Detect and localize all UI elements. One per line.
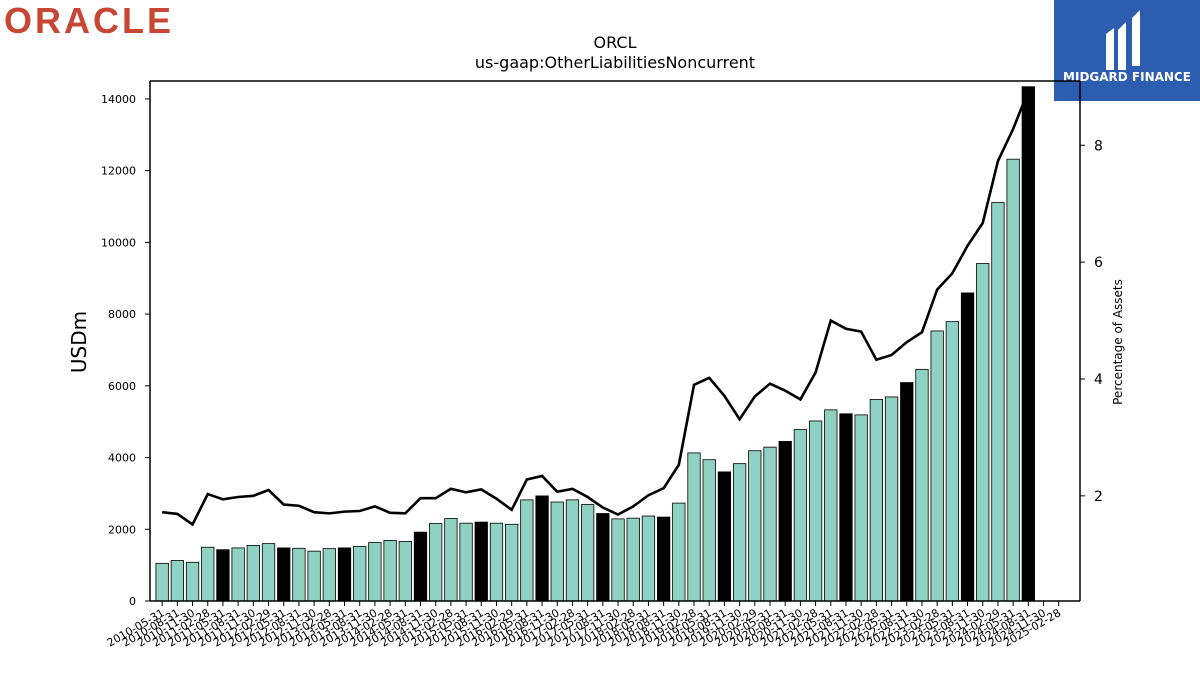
y2-axis-label: Percentage of Assets	[1111, 279, 1125, 405]
bar-2019-05-31	[702, 459, 716, 602]
y2-tick-label: 2	[1094, 489, 1103, 505]
bar-2013-11-30	[368, 542, 382, 602]
bar-2017-05-31	[581, 504, 595, 602]
logo-mark-icon	[1106, 10, 1140, 70]
bar-2010-05-31	[155, 562, 169, 602]
percentage-of-assets-line	[162, 90, 1030, 527]
midgard-logo-text: MIDGARD FINANCE	[1063, 70, 1191, 84]
bar-2022-05-31	[884, 396, 899, 602]
oracle-logo: ORACLE	[4, 2, 174, 38]
bar-2014-02-28	[383, 539, 397, 602]
bar-2020-05-31	[763, 446, 777, 602]
bar-2016-11-30	[550, 501, 564, 602]
bar-2023-05-31	[945, 321, 959, 602]
bar-2024-08-31	[1021, 86, 1035, 602]
bar-2015-05-31	[459, 522, 473, 602]
y-tick-label: 6000	[108, 380, 136, 393]
y-tick-label: 0	[129, 595, 136, 608]
chart-subtitle: us-gaap:OtherLiabilitiesNoncurrent	[474, 53, 756, 72]
bar-2019-02-28	[687, 452, 701, 602]
bar-2022-11-30	[915, 368, 929, 602]
bar-2021-08-31	[839, 413, 853, 602]
y-tick-label: 2000	[108, 523, 136, 536]
bar-2023-02-28	[930, 330, 944, 602]
bar-2022-02-28	[869, 399, 884, 602]
bar-2024-02-29	[991, 202, 1005, 602]
bar-2011-11-30	[246, 545, 260, 602]
bar-2018-02-28	[626, 517, 640, 602]
y-tick-label: 10000	[101, 236, 136, 249]
bar-2017-11-30	[611, 518, 625, 602]
bar-2015-08-31	[474, 521, 488, 602]
bar-2018-08-31	[657, 516, 671, 602]
y2-tick-label: 8	[1094, 138, 1103, 154]
bar-2016-02-29	[505, 523, 519, 602]
bar-2021-02-28	[808, 420, 823, 602]
oracle-logo-text: ORACLE	[4, 2, 174, 38]
bar-2011-08-31	[231, 547, 245, 602]
bar-2010-08-31	[170, 560, 184, 602]
y-tick-label: 4000	[108, 452, 136, 465]
bar-2014-11-30	[429, 523, 443, 602]
bar-2017-02-28	[565, 499, 580, 602]
bar-2011-05-31	[216, 549, 230, 602]
y2-tick-label: 6	[1094, 255, 1103, 271]
bar-2019-11-30	[732, 463, 747, 602]
bar-2011-02-28	[201, 546, 215, 602]
bar-2012-05-31	[277, 547, 291, 602]
bar-2016-08-31	[535, 495, 549, 602]
bar-2018-05-31	[641, 515, 656, 602]
bar-2013-08-31	[353, 546, 367, 602]
bar-2021-11-30	[854, 414, 868, 602]
bar-2017-08-31	[596, 513, 610, 602]
bar-2016-05-31	[520, 499, 534, 602]
y2-tick-label: 4	[1094, 372, 1103, 388]
bar-2024-05-31	[1006, 158, 1020, 602]
bar-2012-02-29	[261, 543, 276, 602]
bar-2020-11-30	[793, 429, 808, 602]
bar-2010-11-30	[185, 561, 200, 602]
y-tick-label: 12000	[101, 165, 136, 178]
bar-2021-05-31	[824, 409, 838, 602]
bar-2014-05-31	[398, 541, 412, 602]
bar-2013-02-28	[322, 548, 336, 602]
bar-2019-08-31	[717, 471, 732, 602]
bar-2020-02-29	[748, 450, 762, 602]
y-tick-label: 8000	[108, 308, 136, 321]
bar-2023-08-31	[960, 292, 975, 602]
bar-2018-11-30	[672, 502, 686, 602]
y-axis-label: USDm	[67, 311, 91, 373]
chart-title: ORCL	[593, 33, 637, 52]
bar-2014-08-31	[413, 531, 428, 602]
bar-2023-11-30	[976, 263, 990, 602]
bar-2015-02-28	[444, 518, 458, 602]
bar-2012-08-31	[292, 547, 306, 602]
y-tick-label: 14000	[101, 93, 136, 106]
bar-2022-08-31	[900, 382, 914, 602]
bar-2020-08-31	[778, 441, 792, 602]
bar-2012-11-30	[307, 550, 321, 602]
bar-2015-11-30	[489, 522, 504, 602]
logo-background	[1054, 0, 1200, 101]
midgard-finance-logo: MIDGARD FINANCE	[1054, 0, 1200, 101]
bar-2013-05-31	[337, 547, 352, 602]
